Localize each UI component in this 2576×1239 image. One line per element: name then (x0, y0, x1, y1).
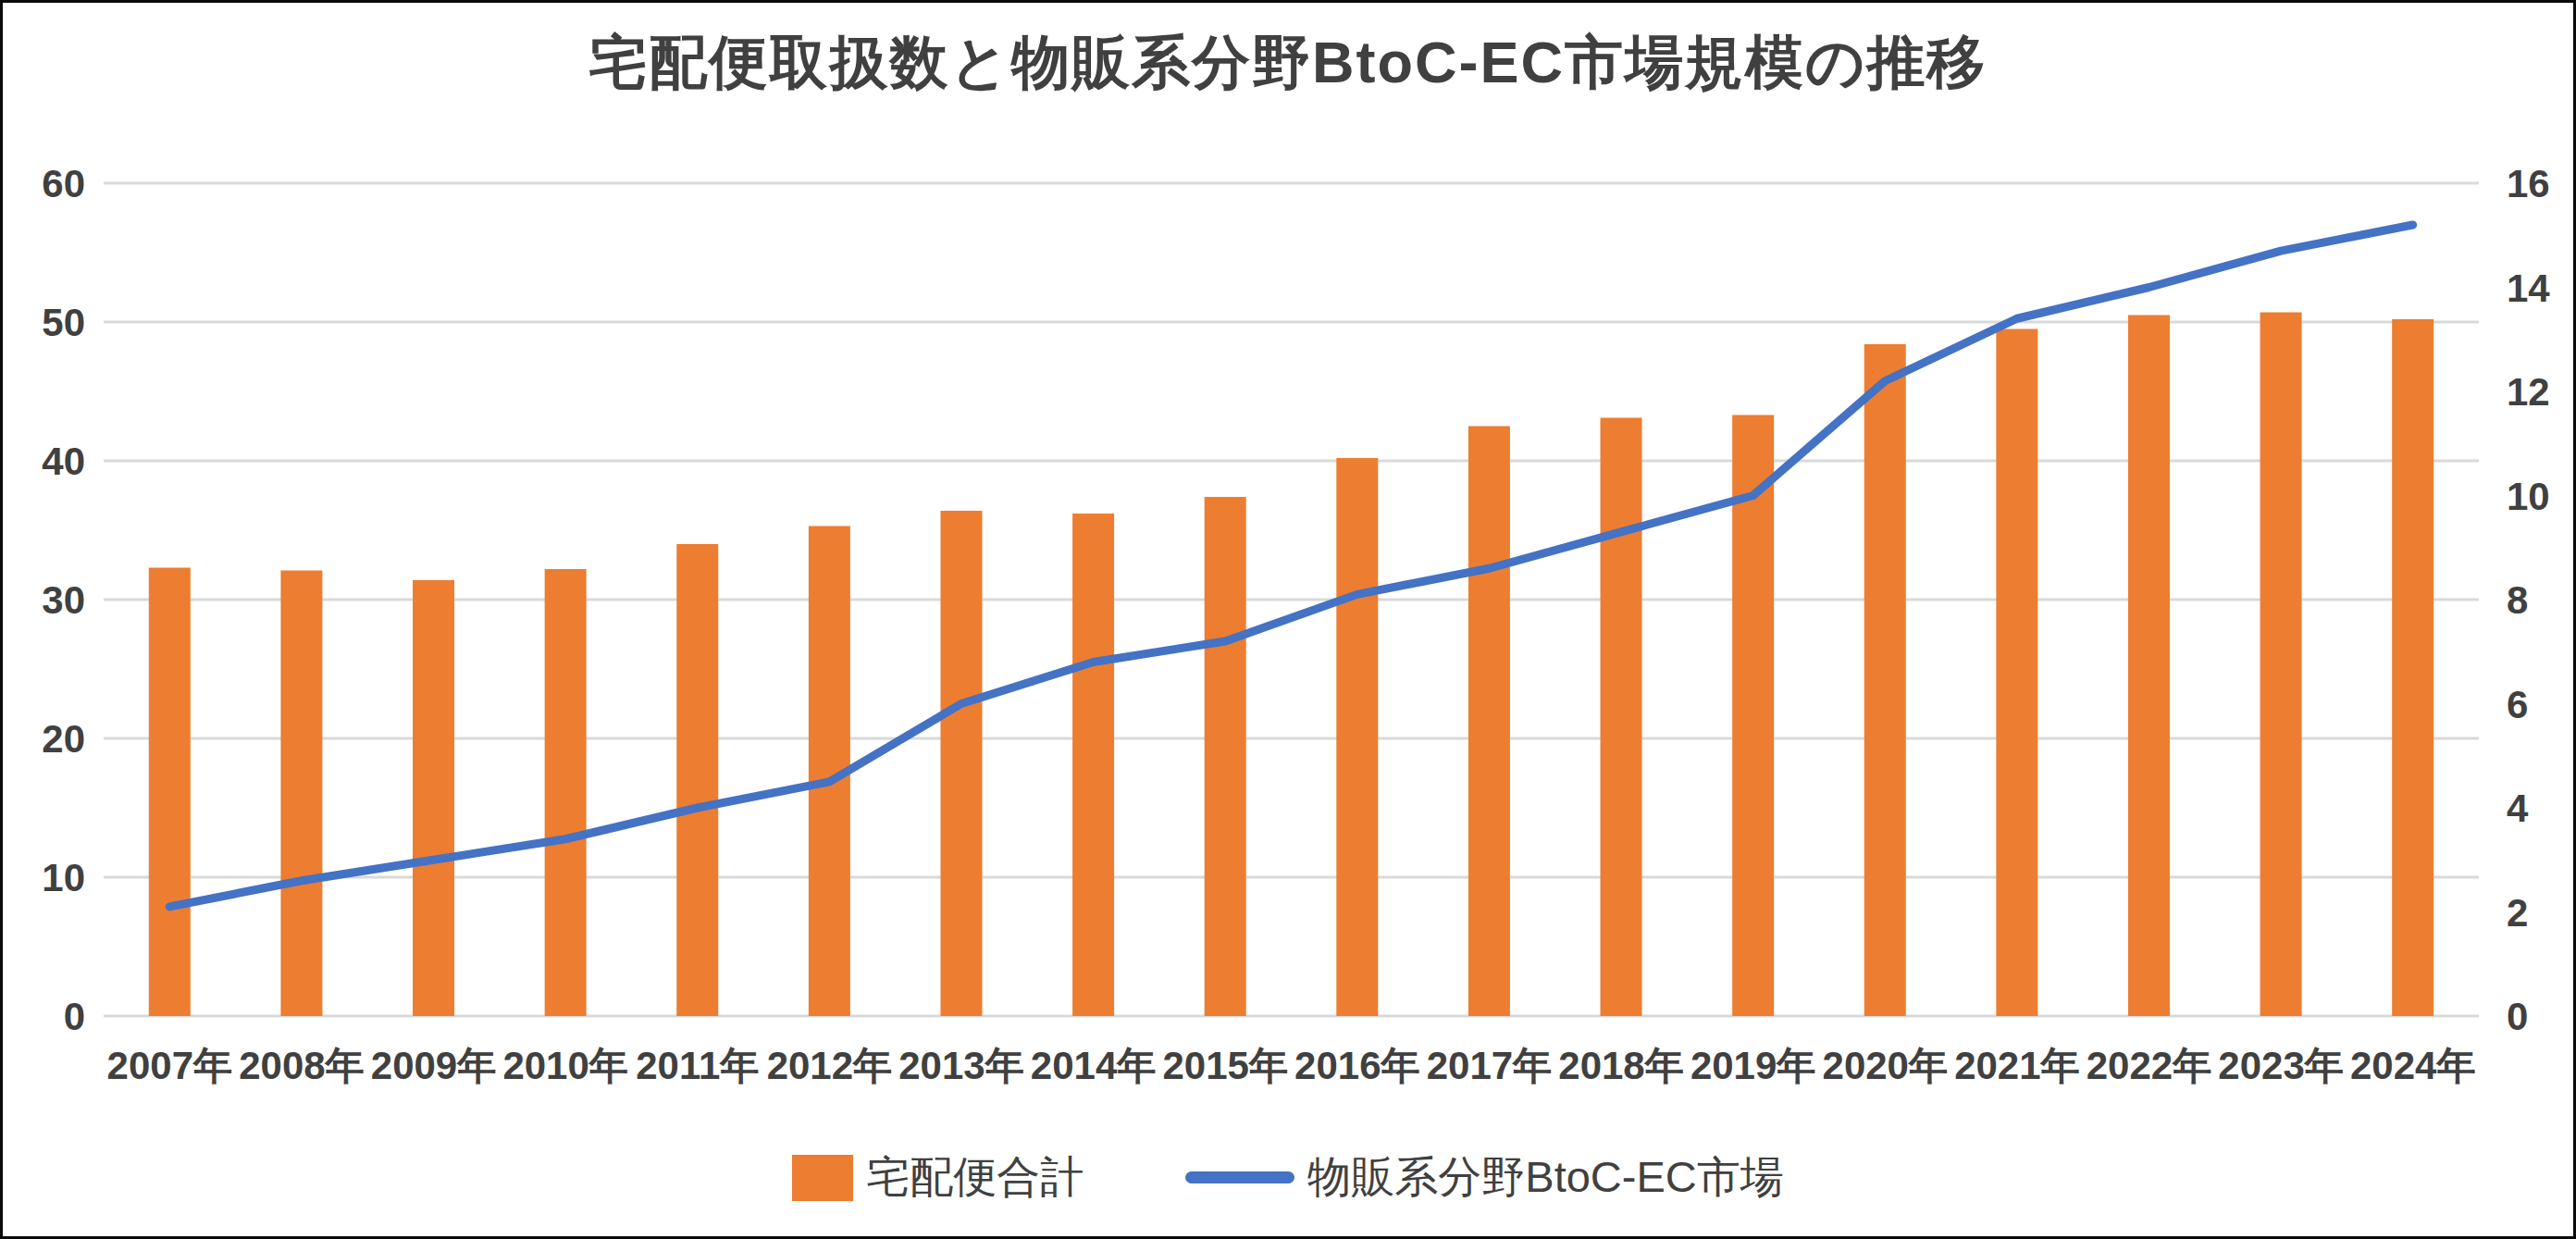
right-axis-tick: 10 (2507, 475, 2550, 518)
bar-2007年 (149, 568, 191, 1017)
right-axis-tick: 12 (2507, 370, 2550, 414)
left-axis-tick: 60 (42, 162, 85, 205)
x-axis-label: 2018年 (1558, 1044, 1683, 1087)
x-axis-label: 2015年 (1162, 1044, 1287, 1087)
bar-2021年 (1996, 329, 2037, 1017)
x-axis-label: 2007年 (107, 1044, 232, 1087)
right-axis-tick: 2 (2507, 891, 2528, 935)
x-axis-label: 2014年 (1031, 1044, 1156, 1087)
legend-item-line-series: 物販系分野BtoC-EC市場 (1185, 1148, 1783, 1207)
x-axis-label: 2019年 (1690, 1044, 1815, 1087)
right-axis-tick: 8 (2507, 578, 2528, 622)
chart-legend: 宅配便合計 物販系分野BtoC-EC市場 (3, 1148, 2573, 1207)
bar-2020年 (1864, 344, 1906, 1016)
x-axis-label: 2021年 (1954, 1044, 2079, 1087)
x-axis-label: 2016年 (1294, 1044, 1419, 1087)
x-axis-label: 2023年 (2218, 1044, 2343, 1087)
bar-2017年 (1468, 427, 1510, 1017)
right-axis-tick: 16 (2507, 162, 2550, 205)
legend-label-line-series: 物販系分野BtoC-EC市場 (1307, 1148, 1783, 1207)
x-axis-label: 2020年 (1823, 1044, 1948, 1087)
left-axis-tick: 10 (42, 856, 85, 899)
bar-2023年 (2260, 313, 2302, 1017)
bar-2022年 (2128, 316, 2170, 1017)
x-axis-label: 2008年 (239, 1044, 364, 1087)
bar-series-swatch (792, 1155, 853, 1201)
x-axis-label: 2013年 (898, 1044, 1023, 1087)
right-axis-tick: 6 (2507, 683, 2528, 726)
legend-item-bar-series: 宅配便合計 (792, 1148, 1084, 1207)
bar-2015年 (1205, 497, 1246, 1016)
bar-2014年 (1072, 514, 1114, 1016)
left-axis-tick: 20 (42, 717, 85, 761)
x-axis-label: 2009年 (371, 1044, 496, 1087)
chart-image: 宅配便取扱数と物販系分野BtoC-EC市場規模の推移 0102030405060… (0, 0, 2576, 1239)
bar-2009年 (413, 580, 454, 1016)
x-axis-label: 2024年 (2350, 1044, 2475, 1087)
bar-2018年 (1601, 418, 1642, 1017)
legend-label-bar-series: 宅配便合計 (866, 1148, 1084, 1207)
combo-chart-plot-area: 0 10 20 30 40 50 60 0 2 4 6 8 10 12 14 16 2007年2008年2009… (3, 3, 2576, 1239)
x-axis-label: 2011年 (636, 1044, 759, 1087)
right-axis-tick: 0 (2507, 995, 2528, 1038)
ec-market-line (169, 225, 2412, 907)
bar-2013年 (940, 511, 982, 1016)
x-axis-label: 2022年 (2087, 1044, 2211, 1087)
bar-2010年 (545, 569, 587, 1016)
bar-2008年 (280, 571, 322, 1017)
left-axis-tick: 30 (42, 578, 85, 622)
right-axis-tick: 14 (2507, 266, 2550, 310)
left-axis-tick: 40 (42, 440, 85, 483)
line-series-swatch (1185, 1171, 1294, 1183)
x-axis-label: 2010年 (502, 1044, 627, 1087)
right-axis-tick: 4 (2507, 787, 2529, 830)
bar-2016年 (1336, 458, 1378, 1016)
bar-2024年 (2392, 319, 2434, 1016)
x-axis-label: 2012年 (767, 1044, 892, 1087)
bar-2019年 (1732, 415, 1774, 1017)
left-axis-tick: 0 (64, 995, 85, 1038)
x-axis-label: 2017年 (1427, 1044, 1552, 1087)
bar-2011年 (676, 544, 718, 1016)
left-axis-tick: 50 (42, 301, 85, 344)
